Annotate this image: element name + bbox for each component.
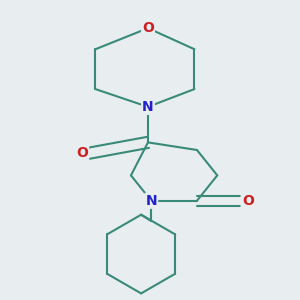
Text: O: O bbox=[242, 194, 254, 208]
Text: N: N bbox=[142, 100, 154, 114]
Text: O: O bbox=[76, 146, 88, 160]
Text: N: N bbox=[146, 194, 157, 208]
Text: O: O bbox=[142, 21, 154, 35]
